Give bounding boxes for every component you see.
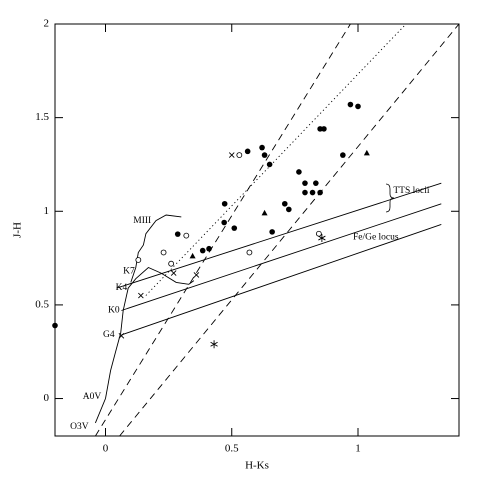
filled-triangle (261, 209, 268, 216)
filled-circle (199, 247, 206, 254)
annotation: K4 (116, 283, 128, 293)
annotation: Fe/Ge locus (353, 233, 399, 243)
annotation: K7 (123, 266, 135, 276)
y-tick-label: 1 (44, 205, 50, 217)
filled-circle (52, 322, 58, 329)
x-tick-label: 0 (103, 443, 109, 455)
filled-circle (221, 219, 227, 226)
y-axis-label: J-H (12, 222, 24, 238)
open-circle (315, 230, 322, 237)
open-circle (246, 249, 253, 256)
y-tick-label: 0.5 (35, 298, 49, 310)
filled-circle (313, 180, 319, 186)
filled-circle (321, 126, 327, 132)
filled-triangle (363, 149, 370, 156)
filled-circle (286, 206, 292, 213)
x-axis-label: H-Ks (245, 460, 269, 472)
filled-circle (269, 229, 275, 235)
annotation: TTS locii (393, 186, 430, 196)
annotation: A0V (83, 392, 102, 402)
cross (170, 270, 177, 276)
filled-circle (206, 245, 212, 252)
filled-triangle (189, 252, 196, 259)
filled-circle (174, 231, 181, 237)
open-circle (135, 257, 142, 263)
y-tick-label: 2 (44, 18, 50, 30)
cross (118, 332, 125, 339)
y-tick-label: 1.5 (35, 111, 49, 123)
cross (193, 272, 200, 278)
line-solid (121, 223, 442, 336)
x-tick-label: 0.5 (225, 443, 239, 455)
filled-circle (302, 189, 308, 196)
filled-circle (221, 200, 228, 207)
filled-circle (340, 152, 346, 158)
filled-circle (231, 225, 238, 231)
filled-circle (309, 189, 316, 196)
line-dashed (95, 23, 351, 437)
filled-circle (302, 180, 308, 186)
asterisk (318, 234, 326, 243)
annotation: MIII (133, 216, 151, 226)
line-dashed (119, 23, 460, 437)
annotation: K0 (108, 306, 120, 316)
cross (138, 292, 144, 299)
plot-frame (54, 23, 460, 437)
filled-circle (261, 152, 268, 158)
cross (228, 152, 235, 158)
filled-circle (244, 148, 251, 155)
open-circle (183, 232, 190, 239)
y-tick-label: 0 (44, 392, 50, 404)
line-solid (130, 214, 182, 283)
filled-circle (355, 103, 361, 110)
filled-circle (266, 161, 273, 168)
filled-circle (347, 101, 354, 108)
line-dotted (145, 23, 407, 296)
line-solid (121, 203, 442, 311)
filled-circle (296, 169, 302, 175)
asterisk (210, 340, 218, 349)
annotation: O3V (70, 422, 89, 432)
open-circle (236, 152, 243, 158)
filled-circle (317, 189, 323, 196)
filled-circle (281, 200, 288, 207)
line-solid (94, 266, 195, 424)
x-tick-label: 1 (355, 443, 361, 455)
open-circle (168, 260, 175, 267)
filled-circle (259, 144, 265, 151)
brace (385, 183, 395, 213)
line-solid (116, 182, 442, 289)
annotation: G4 (103, 330, 115, 340)
open-circle (160, 249, 167, 256)
